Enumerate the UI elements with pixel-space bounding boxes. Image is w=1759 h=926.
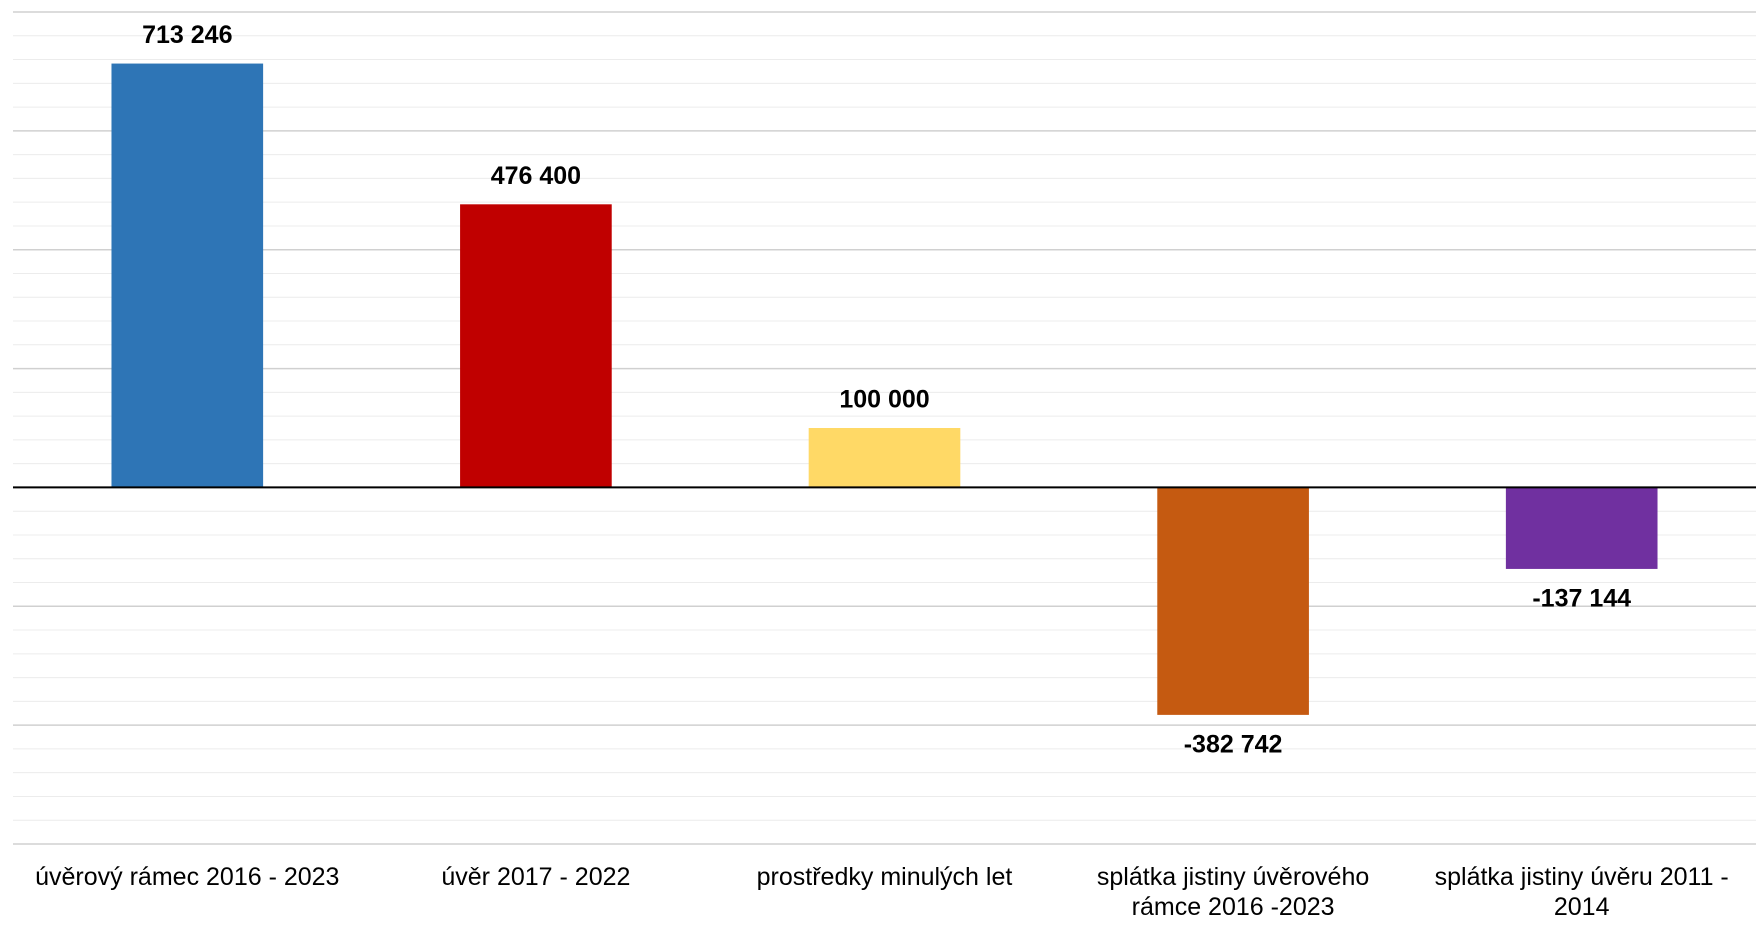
data-label: -137 144 [1532, 585, 1631, 613]
data-label: 476 400 [491, 162, 581, 190]
x-tick-label: splátka jistiny úvěru 2011 - 2014 [1434, 863, 1729, 921]
x-tick-label: úvěrový rámec 2016 - 2023 [35, 863, 340, 891]
x-tick-label: splátka jistiny úvěrového rámce 2016 -20… [1096, 863, 1370, 921]
bar [460, 204, 612, 488]
data-label: -382 742 [1184, 730, 1283, 758]
data-label: 713 246 [142, 21, 232, 49]
bar [808, 428, 961, 488]
bar [1157, 487, 1309, 715]
x-tick-label: úvěr 2017 - 2022 [441, 863, 631, 891]
bar [111, 63, 264, 488]
data-label: 100 000 [839, 386, 929, 414]
bar [1505, 487, 1658, 569]
x-tick-label: prostředky minulých let [756, 863, 1013, 891]
